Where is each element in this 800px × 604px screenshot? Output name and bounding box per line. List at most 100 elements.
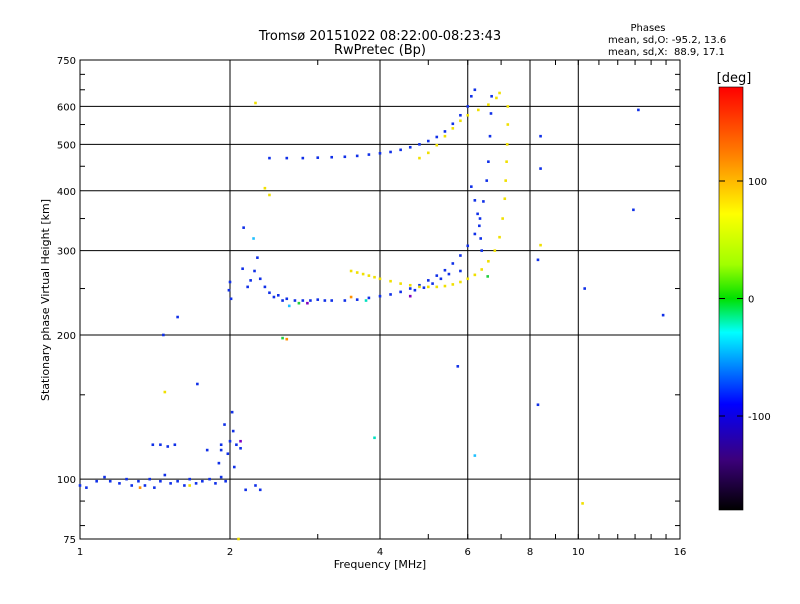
data-point: [252, 237, 255, 240]
data-point: [418, 143, 421, 146]
data-point: [217, 461, 221, 465]
data-point: [389, 279, 392, 283]
data-point: [297, 301, 301, 305]
chart-title: Tromsø 20151022 08:22:00-08:23:43: [258, 29, 501, 44]
data-point: [349, 295, 353, 299]
phase-stats-heading: Phases: [630, 23, 665, 34]
y-tick-label: 600: [57, 102, 76, 113]
data-point: [355, 154, 359, 158]
data-point: [223, 423, 226, 426]
data-points: [78, 88, 665, 541]
data-point: [505, 160, 508, 163]
data-point: [505, 143, 509, 146]
data-point: [466, 105, 470, 108]
y-tick-label: 400: [57, 187, 76, 198]
data-point: [85, 486, 88, 489]
y-tick-label: 300: [57, 247, 76, 258]
data-point: [219, 475, 223, 479]
data-point: [219, 448, 223, 452]
data-point: [228, 280, 232, 284]
data-point: [227, 288, 231, 292]
data-point: [435, 143, 439, 147]
data-point: [495, 96, 498, 100]
data-point: [173, 443, 177, 447]
data-point: [258, 488, 262, 492]
data-point: [166, 445, 170, 448]
data-point: [443, 268, 447, 272]
data-point: [78, 484, 82, 487]
phase-stats-o: mean, sd,O: -95.2, 13.6: [608, 35, 726, 46]
data-point: [443, 130, 447, 133]
data-point: [188, 477, 191, 481]
grid-lines: [80, 60, 680, 539]
data-point: [281, 299, 284, 302]
data-point: [226, 452, 230, 456]
data-point: [276, 294, 280, 297]
data-point: [103, 475, 106, 479]
data-point: [632, 208, 635, 212]
data-point: [235, 443, 238, 447]
data-point: [228, 439, 232, 443]
data-point: [459, 119, 462, 123]
data-point: [143, 484, 147, 487]
y-tick-label: 750: [57, 56, 76, 67]
data-point: [224, 479, 227, 483]
data-point: [373, 275, 376, 279]
data-point: [258, 277, 262, 281]
data-point: [473, 273, 477, 277]
data-point: [378, 277, 382, 281]
data-point: [249, 279, 252, 282]
data-point: [480, 268, 484, 271]
data-point: [125, 477, 128, 481]
data-point: [439, 277, 443, 281]
data-point: [118, 482, 121, 485]
data-point: [418, 285, 421, 289]
data-point: [661, 313, 665, 317]
data-point: [163, 390, 167, 394]
data-point: [138, 486, 142, 489]
x-tick-label: 2: [227, 547, 233, 558]
data-point: [378, 294, 382, 298]
x-tick-label: 6: [465, 547, 471, 558]
data-point: [504, 179, 507, 182]
data-point: [408, 294, 412, 298]
data-point: [479, 237, 482, 240]
data-point: [451, 262, 455, 265]
data-point: [367, 274, 371, 277]
data-point: [285, 156, 289, 160]
data-point: [426, 139, 430, 143]
data-point: [232, 465, 236, 469]
data-point: [389, 150, 392, 154]
data-point: [151, 443, 155, 447]
data-point: [176, 315, 179, 319]
data-point: [418, 283, 421, 287]
data-point: [268, 291, 271, 295]
data-point: [489, 112, 493, 115]
data-point: [466, 244, 470, 248]
data-point: [477, 108, 480, 112]
y-tick-label: 500: [57, 140, 76, 151]
data-point: [293, 299, 297, 302]
data-point: [447, 272, 451, 276]
data-point: [355, 271, 359, 274]
data-point: [473, 199, 477, 202]
data-point: [506, 123, 510, 126]
data-point: [361, 272, 365, 276]
data-point: [159, 479, 162, 483]
data-point: [470, 185, 473, 188]
data-point: [498, 235, 501, 239]
data-point: [159, 443, 162, 447]
data-point: [163, 473, 167, 477]
data-point: [330, 299, 334, 302]
data-point: [478, 224, 481, 228]
data-point: [435, 285, 439, 289]
data-point: [488, 134, 492, 138]
data-point: [239, 439, 242, 443]
data-point: [473, 88, 477, 92]
x-tick-label: 1: [77, 547, 83, 558]
data-point: [478, 217, 482, 220]
data-point: [268, 156, 271, 160]
data-point: [459, 113, 462, 117]
